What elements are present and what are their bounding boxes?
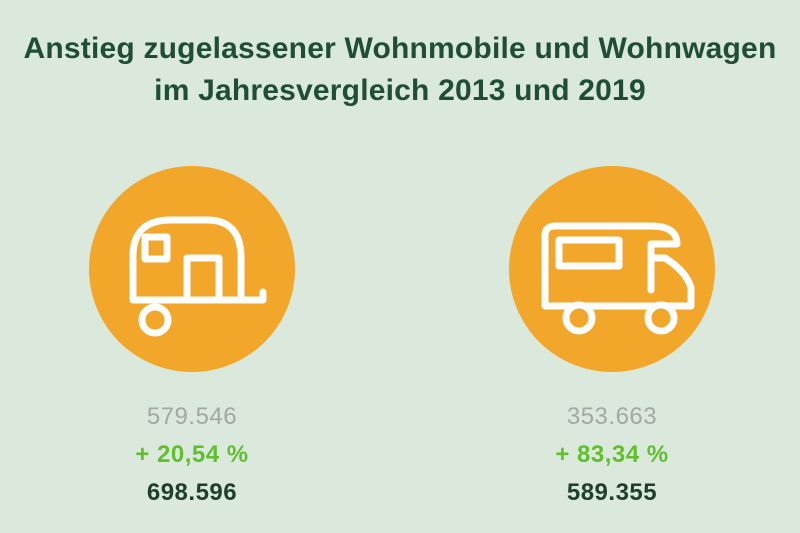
motorhome-change: + 83,34 % <box>555 441 669 468</box>
page-title-line1: Anstieg zugelassener Wohnmobile und Wohn… <box>23 32 777 65</box>
caravan-badge <box>89 166 295 372</box>
caravan-value-2019: 698.596 <box>146 479 238 506</box>
motorhome-value-2013: 353.663 <box>566 403 658 430</box>
motorhome-icon <box>541 222 695 335</box>
page-title-line2: im Jahresvergleich 2013 und 2019 <box>154 74 646 107</box>
motorhome-value-2019: 589.355 <box>566 479 658 506</box>
motorhome-badge <box>509 166 715 372</box>
caravan-icon <box>129 216 267 337</box>
caravan-value-2013: 579.546 <box>146 403 238 430</box>
caravan-change: + 20,54 % <box>135 441 249 468</box>
